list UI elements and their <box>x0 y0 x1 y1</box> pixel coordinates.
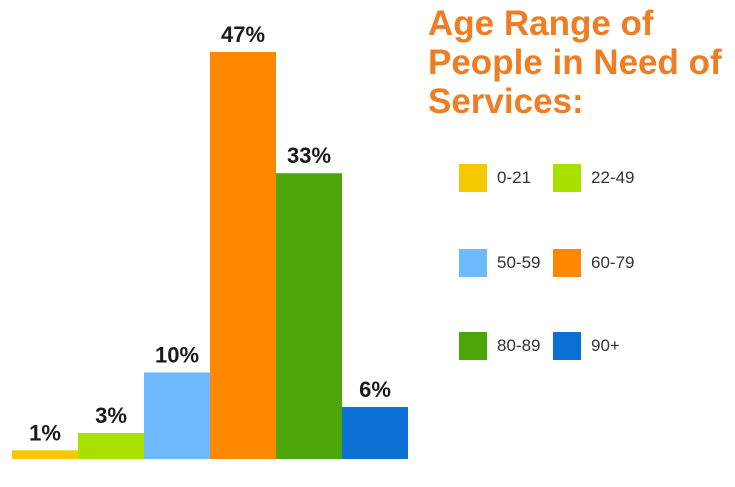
bar-0-21 <box>12 450 78 459</box>
legend-swatch <box>459 249 487 277</box>
legend-swatch <box>553 332 581 360</box>
legend-label: 90+ <box>591 336 620 355</box>
chart-title: Age Range of People in Need of Services: <box>428 4 722 121</box>
legend-label: 0-21 <box>497 168 532 187</box>
bar-90+ <box>342 407 408 459</box>
legend-label: 22-49 <box>591 168 635 187</box>
data-label-50-59: 10% <box>155 342 199 367</box>
legend-label: 50-59 <box>497 253 541 272</box>
legend-label: 80-89 <box>497 336 541 355</box>
data-label-90+: 6% <box>359 377 391 402</box>
data-label-80-89: 33% <box>287 143 331 168</box>
legend-swatch <box>553 249 581 277</box>
legend-label: 60-79 <box>591 253 635 272</box>
legend-item-50-59: 50-59 <box>459 248 540 278</box>
data-label-22-49: 3% <box>95 403 127 428</box>
legend-swatch <box>459 164 487 192</box>
bar-60-79 <box>210 52 276 459</box>
legend-item-80-89: 80-89 <box>459 331 540 361</box>
legend-item-60-79: 60-79 <box>553 248 634 278</box>
data-label-0-21: 1% <box>29 420 61 445</box>
legend-swatch <box>459 332 487 360</box>
bar-50-59 <box>144 372 210 459</box>
legend-item-0-21: 0-21 <box>459 163 531 193</box>
bar-22-49 <box>78 433 144 459</box>
legend-item-90+: 90+ <box>553 331 620 361</box>
data-label-60-79: 47% <box>221 22 265 47</box>
legend-item-22-49: 22-49 <box>553 163 634 193</box>
legend-swatch <box>553 164 581 192</box>
bar-80-89 <box>276 173 342 459</box>
